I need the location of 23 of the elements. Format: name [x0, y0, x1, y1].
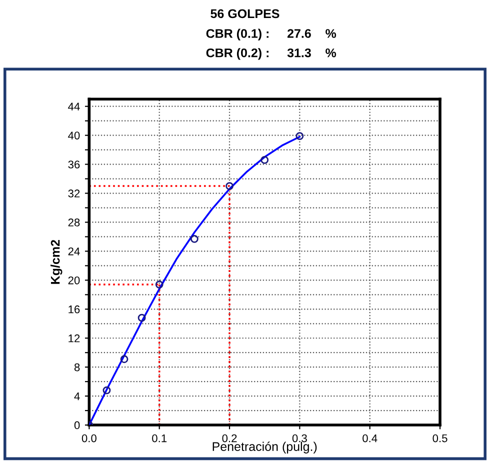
y-tick-label: 20 — [68, 276, 80, 284]
x-tick-label: 0.3 — [292, 434, 307, 442]
y-tick-label: 36 — [68, 160, 80, 168]
text: CBR (0.1) : 27.6 % — [206, 28, 336, 40]
x-tick-label: 0.5 — [432, 434, 448, 442]
y-tick-label: 4 — [74, 392, 80, 400]
x-tick-label: 0.0 — [82, 434, 96, 442]
y-tick-label: 24 — [68, 247, 80, 256]
x-axis-title: Penetración (pulg.) — [212, 442, 317, 454]
y-tick-label: 12 — [68, 334, 80, 342]
x-tick-label: 0.4 — [362, 434, 378, 442]
text: CBR (0.2) : 31.3 % — [206, 48, 336, 60]
x-tick-label: 0.1 — [152, 434, 167, 442]
y-tick-label: 44 — [68, 102, 80, 110]
y-tick-label: 0 — [74, 421, 80, 430]
y-axis-title: Kg/cm2 — [50, 240, 62, 284]
y-tick-label: 16 — [68, 305, 80, 314]
chart-title: 56 GOLPES — [210, 9, 280, 18]
x-tick-label: 0.2 — [222, 434, 237, 442]
y-tick-label: 28 — [68, 218, 80, 226]
y-tick-label: 40 — [68, 132, 80, 140]
y-tick-label: 8 — [74, 363, 80, 372]
y-tick-label: 32 — [68, 190, 80, 198]
